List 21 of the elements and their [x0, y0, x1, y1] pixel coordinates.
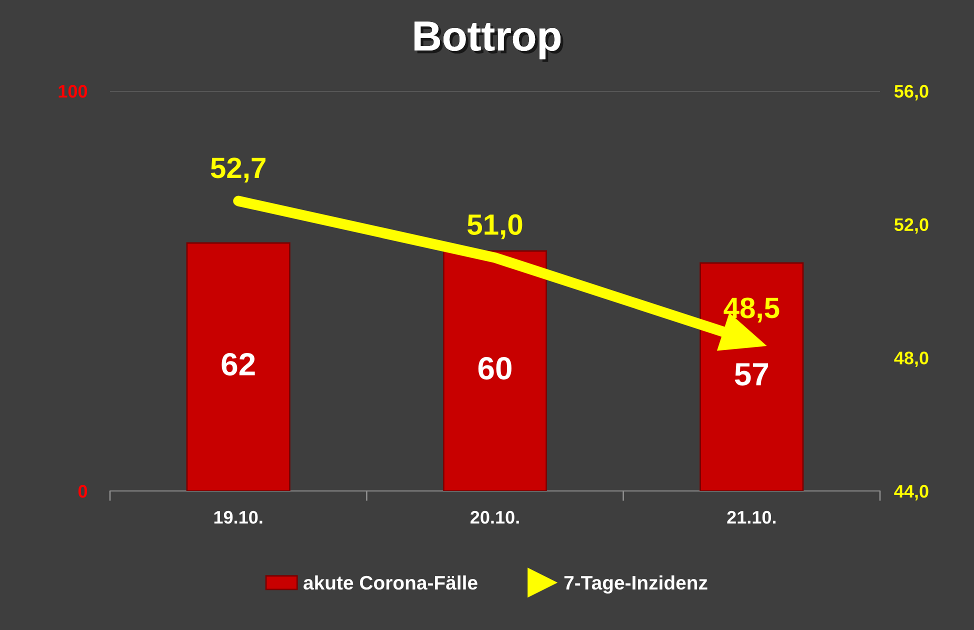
- y2-tick-label: 48,0: [894, 352, 928, 368]
- y2-tick-label: 44,0: [894, 484, 928, 500]
- y2-tick-label: 56,0: [894, 84, 928, 100]
- data-label: 62: [222, 352, 255, 376]
- chart-title: Bottrop: [414, 22, 564, 62]
- data-label: 48,5: [724, 298, 780, 323]
- y-tick-label: 0: [78, 484, 88, 498]
- bar: [442, 250, 548, 491]
- legend-label: akute Corona-Fälle: [304, 575, 478, 590]
- y2-tick-label: 52,0: [894, 218, 928, 234]
- x-tick-label: 19.10.: [214, 510, 262, 524]
- data-label: 57: [734, 363, 768, 386]
- x-tick-label: 20.10.: [470, 510, 519, 524]
- bar: [700, 262, 804, 491]
- bar: [186, 242, 290, 491]
- legend-label: 7-Tage-Inzidenz: [564, 575, 708, 594]
- data-label: 51,0: [468, 214, 522, 240]
- y-tick-label: 100: [58, 84, 88, 98]
- data-label: 60: [478, 356, 512, 380]
- x-tick-label: 21.10.: [727, 510, 776, 524]
- data-label: 52,7: [210, 158, 266, 183]
